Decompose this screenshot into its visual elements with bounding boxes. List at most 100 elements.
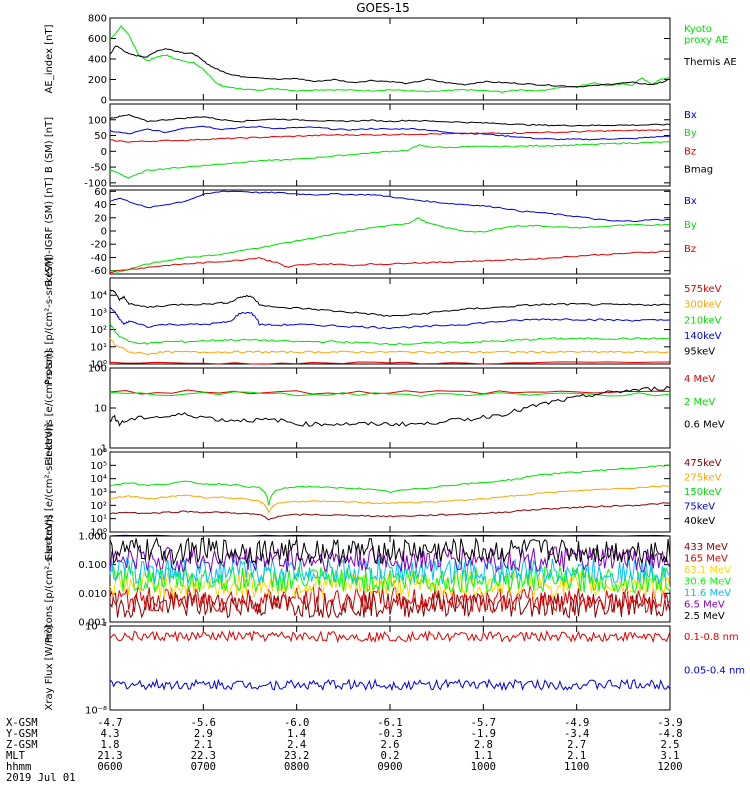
panel-frame <box>109 189 671 275</box>
y-axis-label: Protons [p/(cm²-s-sr-keV)] <box>44 257 55 385</box>
series-line-300kev <box>109 337 671 355</box>
y-tick-label: 10⁰ <box>90 360 107 371</box>
series-line-433-mev <box>109 590 671 619</box>
series-line-210kev <box>109 323 670 346</box>
ephem-value: 1.1 <box>474 750 493 762</box>
ephem-value: 1.4 <box>287 728 306 740</box>
legend-label: By <box>684 220 697 231</box>
y-tick-label: 0 <box>101 227 107 238</box>
y-tick-label: 20 <box>94 213 107 224</box>
ephem-value: 1.8 <box>101 739 120 751</box>
y-tick-label: -20 <box>91 240 107 251</box>
y-tick-label: 10³ <box>90 308 107 319</box>
ephem-value: 2.1 <box>194 739 213 751</box>
panel-xray: 10⁻⁸ 10⁻⁷ Xray Flux [W/m²] 0.1-0.8 nm 0.05-0… <box>44 622 745 717</box>
ephem-value: 0700 <box>191 761 216 773</box>
series-line-bz <box>109 250 671 273</box>
ephem-value: 2.5 <box>661 739 680 751</box>
y-tick-label: 60 <box>94 187 107 198</box>
series-line-95kev <box>109 289 671 317</box>
y-tick-label: 1.000 <box>78 532 107 543</box>
ephem-value: 22.3 <box>191 750 216 762</box>
ephem-value: 21.3 <box>97 750 122 762</box>
legend-label: Bz <box>684 146 696 157</box>
legend-label: proxy AE <box>684 35 728 46</box>
series-line-30-6-mev <box>109 565 671 594</box>
legend-label: 150keV <box>684 487 722 498</box>
series-line-63-1-mev <box>109 570 671 600</box>
y-axis-label: Protons [p/(cm²-s-sr-keV)] <box>44 515 55 643</box>
ephem-value: 23.2 <box>284 750 309 762</box>
y-tick-label: 0.001 <box>78 618 107 629</box>
ephem-value: -4.8 <box>657 728 682 740</box>
panel-bsm: -100 -50 0 50 100 B (SM) [nT] Bx By Bz Bmag <box>44 103 713 189</box>
y-tick-label: 10⁻⁷ <box>85 622 107 633</box>
y-axis-label: B (SM) [nT] <box>44 117 55 173</box>
ephem-value: -6.0 <box>284 717 309 729</box>
legend-label: Bz <box>684 244 696 255</box>
legend-label: 2.5 MeV <box>684 611 725 622</box>
series-line-bx <box>109 125 671 141</box>
y-tick-label: 10² <box>90 501 107 512</box>
legend-label: 0.05-0.4 nm <box>684 666 745 677</box>
legend-label: 95keV <box>684 347 715 358</box>
y-tick-label: 10⁰ <box>90 528 107 539</box>
legend-label: 165 MeV <box>684 553 728 564</box>
legend-label: 140keV <box>684 331 722 342</box>
y-tick-label: 10 <box>94 404 107 415</box>
ephem-value: -6.1 <box>377 717 402 729</box>
y-axis-label: AE_index [nT] <box>44 24 55 93</box>
ephem-value: 3.1 <box>661 750 680 762</box>
series-line-275kev <box>109 484 671 514</box>
ephem-value: -4.9 <box>564 717 589 729</box>
panel-frame <box>109 17 671 101</box>
ephem-label-z-gsm: Z-GSM <box>6 739 38 751</box>
series-line-150kev <box>109 464 671 506</box>
legend-label: 275keV <box>684 473 722 484</box>
legend-label: 63.1 MeV <box>684 565 731 576</box>
y-tick-label: -40 <box>91 253 107 264</box>
panel-frame <box>109 625 671 711</box>
y-tick-label: 10¹ <box>90 514 107 525</box>
legend-label: 0.6 MeV <box>684 420 725 431</box>
ephem-value: 2.8 <box>474 739 493 751</box>
legend-label: Bx <box>684 196 697 207</box>
y-tick-label: 0.010 <box>78 589 107 600</box>
series-line-bmag <box>109 113 671 127</box>
series-line-0-05-0-4-nm <box>109 677 671 692</box>
ephem-label-hhmm: hhmm <box>6 761 31 773</box>
y-tick-label: 10⁴ <box>90 291 107 302</box>
ephem-value: -3.9 <box>657 717 682 729</box>
ephem-value: 0.2 <box>381 750 400 762</box>
legend-label: 75keV <box>684 502 715 513</box>
legend-label: 475keV <box>684 458 722 469</box>
series-line-140kev <box>109 306 671 330</box>
y-tick-label: 10⁴ <box>90 474 107 485</box>
y-axis-label: Electrons [e/(cm²-s-sr-keV)] <box>44 423 55 560</box>
ephem-value: 2.4 <box>287 739 306 751</box>
ephem-value: 1200 <box>657 761 682 773</box>
ephem-value: 2.6 <box>381 739 400 751</box>
ephem-value: -4.7 <box>97 717 122 729</box>
ephem-value: -3.4 <box>564 728 589 740</box>
legend-label: 6.5 MeV <box>684 599 725 610</box>
series-line-0-1-0-8-nm <box>109 629 671 644</box>
y-tick-label: -50 <box>91 163 107 174</box>
y-tick-label: 600 <box>88 34 107 45</box>
ephem-value: 1000 <box>471 761 496 773</box>
ephem-value: 1100 <box>564 761 589 773</box>
series-line-by <box>109 141 671 179</box>
legend-label: 0.1-0.8 nm <box>684 632 739 643</box>
legend-label: Themis AE <box>683 57 737 68</box>
plot-title: GOES-15 <box>356 1 410 15</box>
y-tick-label: 0.100 <box>78 560 107 571</box>
ephem-label-x-gsm: X-GSM <box>6 717 38 729</box>
y-tick-label: 100 <box>88 364 107 375</box>
y-tick-label: 0 <box>101 147 107 158</box>
ephem-value: 0600 <box>97 761 122 773</box>
y-tick-label: -60 <box>91 266 107 277</box>
legend-label: By <box>684 128 697 139</box>
